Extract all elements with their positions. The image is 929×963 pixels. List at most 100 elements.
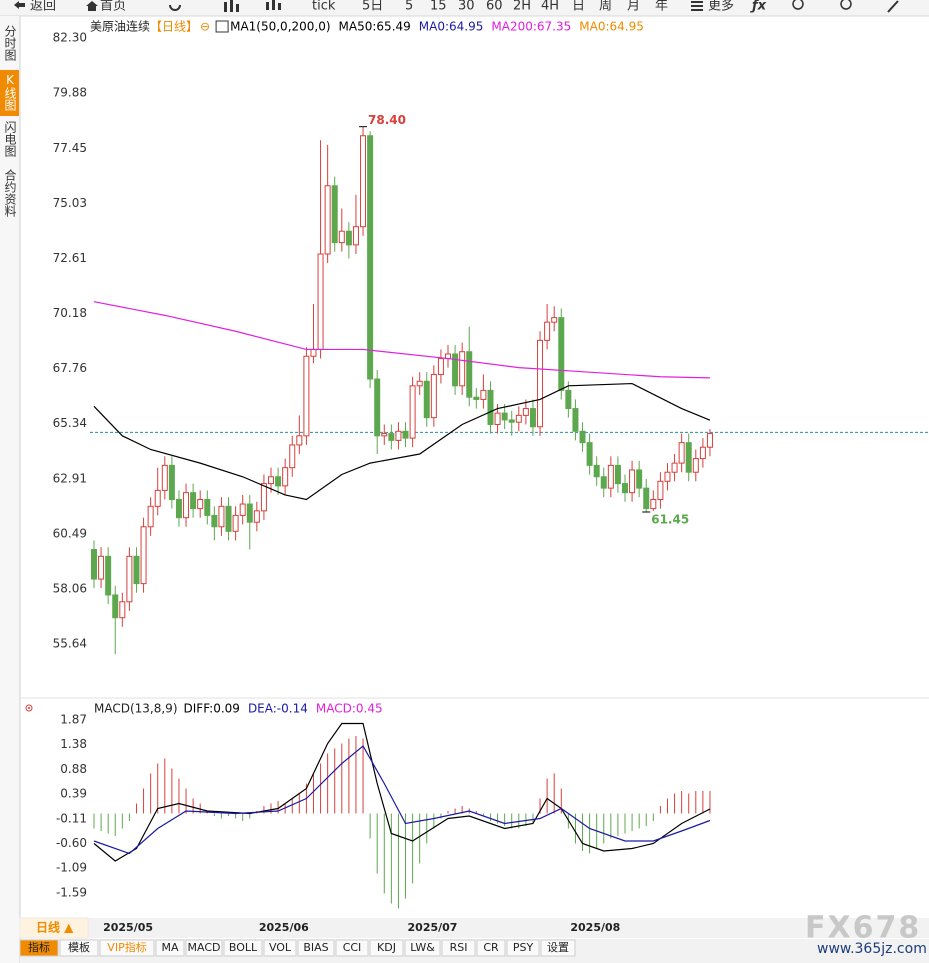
tab[interactable]: VOL <box>269 941 292 954</box>
tab[interactable]: 模板 <box>68 940 90 954</box>
toolbar-button[interactable]: 首页 <box>100 0 126 14</box>
candle-body <box>487 389 494 425</box>
toolbar-button[interactable]: 年 <box>655 0 668 14</box>
refresh-icon[interactable] <box>169 4 181 11</box>
tab-bg[interactable] <box>335 939 369 957</box>
y-tick-label: -1.09 <box>56 861 87 875</box>
tab[interactable]: CCI <box>343 941 362 954</box>
tab-bg[interactable] <box>506 939 540 957</box>
candle-body <box>657 480 664 500</box>
macd-icon <box>25 704 33 712</box>
legend-icon <box>215 20 229 33</box>
tab-bg[interactable] <box>99 939 155 957</box>
tab-bg[interactable] <box>441 939 476 957</box>
home-icon[interactable] <box>86 1 98 11</box>
sidebar-tab[interactable]: 闪电图 <box>3 121 17 157</box>
candle-body <box>678 442 685 464</box>
toolbar-button[interactable]: 返回 <box>30 0 56 14</box>
tab[interactable]: 设置 <box>547 941 569 954</box>
toolbar-button[interactable]: 30 <box>458 0 475 14</box>
back-icon[interactable] <box>14 1 25 9</box>
candle-icon[interactable] <box>266 0 281 10</box>
tab-bg[interactable] <box>59 939 99 957</box>
tab[interactable]: PSY <box>513 941 534 954</box>
tab[interactable]: KDJ <box>377 941 396 954</box>
candle-body <box>459 351 466 387</box>
toolbar-button[interactable]: 15 <box>430 0 447 14</box>
candle-body <box>529 408 536 428</box>
candle-body <box>317 253 324 350</box>
tab[interactable]: MACD <box>188 941 221 954</box>
candle-body <box>388 433 395 441</box>
candle-body <box>593 464 600 478</box>
candle-body <box>367 135 374 380</box>
sidebar-tab[interactable]: K线图 <box>3 73 17 111</box>
toolbar-button[interactable]: 5日 <box>362 0 383 14</box>
menu-icon[interactable] <box>691 1 703 11</box>
sidebar-tab-bg[interactable] <box>0 70 19 116</box>
legend-entry: MA1(50,0,200,0) <box>230 20 330 34</box>
candle-body <box>537 339 544 428</box>
toolbar-button[interactable]: 5 <box>405 0 413 14</box>
tab-bg[interactable] <box>369 939 404 957</box>
candle-body <box>239 503 246 516</box>
period-button[interactable]: 日线 ▲ <box>36 920 74 935</box>
period-button-bg[interactable] <box>19 917 89 939</box>
toolbar-button[interactable]: 4H <box>541 0 559 14</box>
zoom-in-icon[interactable] <box>840 0 852 10</box>
candle-body <box>246 503 253 523</box>
toolbar-button[interactable]: 2H <box>513 0 531 14</box>
instrument-title: 美原油连续 <box>90 19 150 34</box>
tab[interactable]: BOLL <box>229 941 258 954</box>
tab[interactable]: BIAS <box>303 941 328 954</box>
y-tick-label: 0.88 <box>60 762 87 776</box>
sidebar-tab-bg[interactable] <box>0 22 19 68</box>
tab[interactable]: RSI <box>450 941 468 954</box>
fx-icon[interactable]: ƒx <box>750 0 767 14</box>
zoom-out-icon[interactable] <box>792 0 804 10</box>
sidebar-tab[interactable]: 分时图 <box>3 25 17 61</box>
tab[interactable]: LW& <box>410 941 435 954</box>
toolbar-button[interactable]: 更多 <box>708 0 734 14</box>
toolbar-button[interactable]: 60 <box>486 0 503 14</box>
candle-body <box>289 444 296 469</box>
candle-body <box>622 483 628 494</box>
tab-bg[interactable] <box>155 939 185 957</box>
candle-body <box>275 476 282 487</box>
tab-bg[interactable] <box>223 939 263 957</box>
toolbar-button[interactable]: 日 <box>572 0 585 14</box>
tab-bg[interactable] <box>476 939 506 957</box>
tab-bg[interactable] <box>404 939 441 957</box>
y-tick-label: 65.34 <box>53 416 87 430</box>
tab-bg[interactable] <box>185 939 223 957</box>
y-tick-label: 70.18 <box>53 306 87 320</box>
tab-bg[interactable] <box>19 939 59 957</box>
sidebar-tab-bg[interactable] <box>0 118 19 164</box>
y-tick-label: 62.91 <box>53 471 87 485</box>
tab-bg[interactable] <box>540 939 576 957</box>
tab[interactable]: CR <box>483 941 499 954</box>
toolbar-button[interactable]: tick <box>312 0 336 14</box>
candle-body <box>416 380 423 387</box>
candle-body <box>268 476 274 485</box>
sidebar-tab[interactable]: 合约资料 <box>3 168 17 217</box>
y-tick-label: 79.88 <box>53 86 87 100</box>
tab[interactable]: MA <box>161 941 178 954</box>
indicator-line <box>93 301 710 379</box>
tab-bg[interactable] <box>297 939 335 957</box>
candle-body <box>345 230 352 246</box>
indicator-line <box>93 722 711 862</box>
tab[interactable]: VIP指标 <box>107 940 146 954</box>
chart-icon[interactable] <box>224 0 239 12</box>
tab[interactable]: 指标 <box>28 940 50 954</box>
toolbar-button[interactable]: 周 <box>599 0 612 14</box>
tab-bg[interactable] <box>263 939 297 957</box>
candle-body <box>232 514 239 532</box>
pen-icon[interactable] <box>887 0 899 13</box>
candle-body <box>558 317 565 391</box>
sidebar-tab-bg[interactable] <box>0 166 19 228</box>
legend-entry: MA0:64.95 <box>579 20 644 34</box>
x-tick-label: 2025/08 <box>570 921 620 934</box>
toolbar-button[interactable]: 月 <box>627 0 640 14</box>
y-tick-label: 55.64 <box>53 637 87 651</box>
